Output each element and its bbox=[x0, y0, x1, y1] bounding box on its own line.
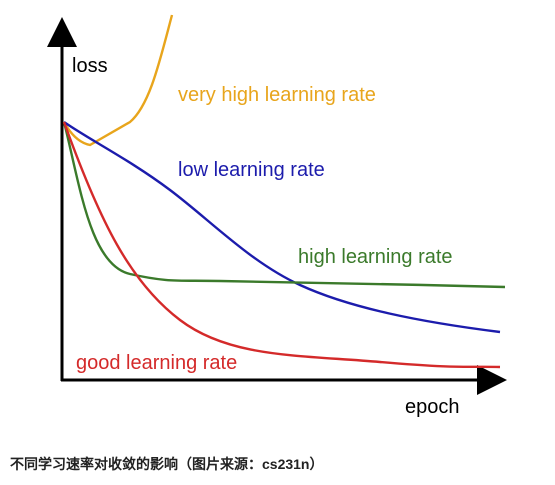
good-rate-curve bbox=[62, 121, 501, 369]
y-axis-label: loss bbox=[72, 55, 108, 77]
curve-label: low learning rate bbox=[178, 159, 325, 181]
curve-label: good learning rate bbox=[76, 352, 237, 374]
caption: 不同学习速率对收敛的影响（图片来源：cs231n） bbox=[10, 456, 323, 472]
low-rate-curve bbox=[63, 121, 501, 334]
x-axis-label: epoch bbox=[405, 396, 460, 418]
curve-label: very high learning rate bbox=[178, 84, 376, 106]
curve-label: high learning rate bbox=[298, 246, 453, 268]
very-high-rate-curve bbox=[62, 14, 174, 147]
high-rate-curve bbox=[62, 121, 506, 289]
